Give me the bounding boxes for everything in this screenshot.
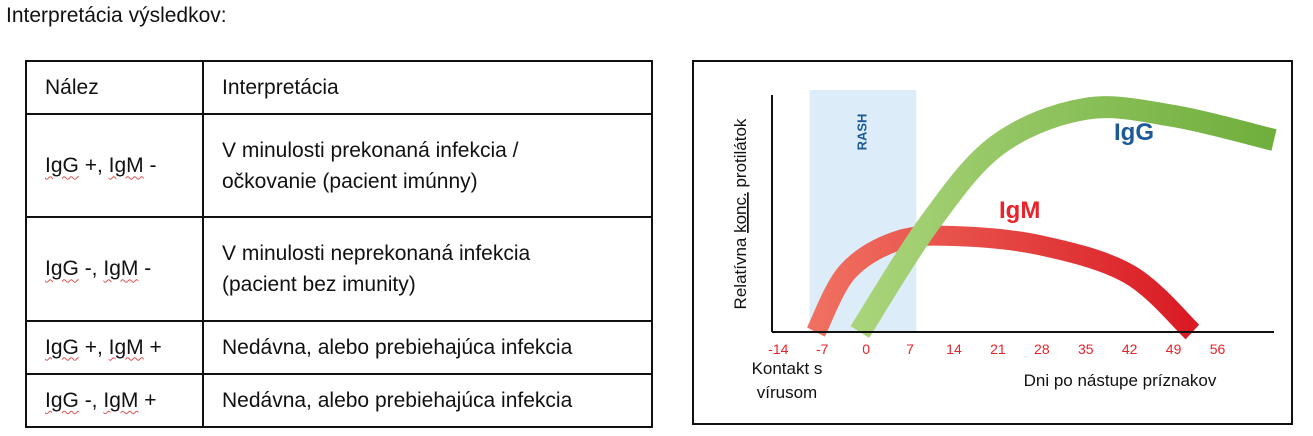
igm-text: IgM [108,335,144,359]
igg-sign: -, [78,388,104,412]
interpretation-cell: V minulosti neprekonaná infekcia (pacient… [202,216,653,322]
igg-text: IgG [45,335,79,359]
x-tick-label: 56 [1210,341,1226,357]
x-tick-label: -7 [816,341,829,357]
x-tick-label: 35 [1078,341,1094,357]
contact-label-line-1: Kontakt s [752,359,823,378]
interpretation-cell: Nedávna, alebo prebiehajúca infekcia [202,372,653,429]
x-tick-label: 7 [906,341,914,357]
igg-sign: +, [78,154,109,178]
igg-sign: +, [78,335,109,359]
x-tick-label: 49 [1166,341,1182,357]
antibody-chart: RASH IgM IgG -14 -7 0 7 14 21 28 35 42 49 56 Relatí… [692,60,1293,425]
x-tick-label: 21 [990,341,1006,357]
interpretation-cell: Nedávna, alebo prebiehajúca infekcia [202,319,653,375]
x-tick-label: 14 [946,341,962,357]
interpretation-line: očkovanie (pacient imúnny) [222,169,478,193]
results-table: Nález Interpretácia IgG +, IgM - V minul… [25,59,653,429]
igm-series-label: IgM [999,197,1040,224]
igm-text: IgM [103,257,139,281]
column-header-interpretation: Interpretácia [202,59,653,116]
table-row: IgG +, IgM + Nedávna, alebo prebiehajúca… [25,319,653,375]
x-tick-label: 0 [862,341,870,357]
igg-text: IgG [45,257,79,281]
igm-sign: + [138,388,157,412]
igg-sign: -, [78,257,104,281]
interpretation-line: V minulosti neprekonaná infekcia [222,241,531,265]
finding-cell: IgG -, IgM - [25,216,204,322]
table-row: IgG -, IgM + Nedávna, alebo prebiehajúca… [25,372,653,429]
x-tick-label: -14 [768,341,788,357]
rash-label: RASH [854,114,869,151]
igm-sign: - [143,154,157,178]
igm-sign: + [143,335,162,359]
igg-text: IgG [45,154,79,178]
finding-cell: IgG +, IgM + [25,319,204,375]
column-header-finding: Nález [25,59,204,116]
igm-sign: - [138,257,152,281]
x-tick-label: 28 [1034,341,1050,357]
table-row: IgG +, IgM - V minulosti prekonaná infek… [25,113,653,219]
igm-curve [806,225,1200,340]
interpretation-cell: V minulosti prekonaná infekcia / očkovani… [202,113,653,219]
y-axis-label: Relatívna konc. protilátok [731,118,750,309]
igg-curve [850,96,1277,338]
finding-cell: IgG +, IgM - [25,113,204,219]
antibody-chart-svg: RASH IgM IgG -14 -7 0 7 14 21 28 35 42 49 56 Relatí… [731,90,1277,402]
interpretation-line: V minulosti prekonaná infekcia / [222,138,519,162]
x-tick-label: 42 [1122,341,1138,357]
igg-series-label: IgG [1114,119,1154,146]
interpretation-line: Nedávna, alebo prebiehajúca infekcia [222,335,573,359]
contact-label-line-2: vírusom [757,383,817,402]
interpretation-line: (pacient bez imunity) [222,272,416,296]
igg-text: IgG [45,388,79,412]
table-header-row: Nález Interpretácia [25,59,653,116]
interpretation-line: Nedávna, alebo prebiehajúca infekcia [222,388,573,412]
page-heading: Interpretácia výsledkov: [6,4,227,27]
table-row: IgG -, IgM - V minulosti neprekonaná inf… [25,216,653,322]
igm-text: IgM [108,154,144,178]
x-axis-label: Dni po nástupe príznakov [1024,371,1217,390]
igm-text: IgM [103,388,139,412]
finding-cell: IgG -, IgM + [25,372,204,429]
